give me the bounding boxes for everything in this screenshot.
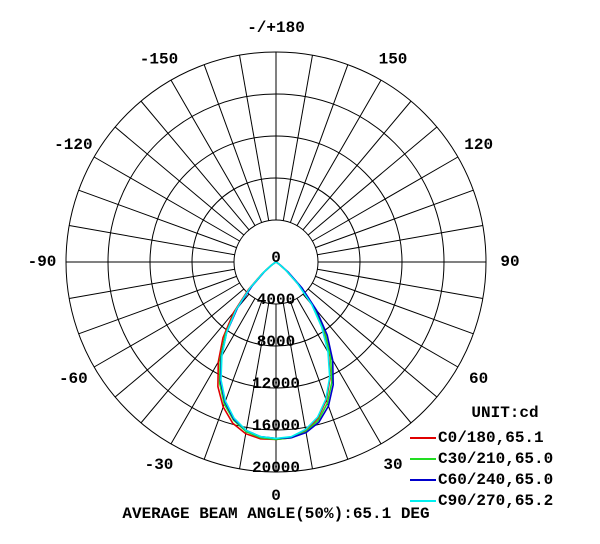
r-tick-label: 12000 [252,375,300,393]
unit-label: UNIT:cd [471,404,538,422]
legend-label: C60/240,65.0 [438,471,553,489]
r-tick-label: 16000 [252,417,300,435]
intensity-curve [220,261,331,440]
legend-label: C0/180,65.1 [438,429,544,447]
grid-circle [65,51,487,473]
angle-tick-label: 60 [469,370,488,388]
legend-label: C30/210,65.0 [438,450,553,468]
r-tick-label: 8000 [257,333,295,351]
r-tick-label: 4000 [257,291,295,309]
legend-label: C90/270,65.2 [438,492,553,510]
grid-circle [233,219,319,305]
angle-tick-label: -30 [145,456,174,474]
angle-tick-label: -150 [140,51,178,69]
angle-tick-label: 120 [464,136,493,154]
angle-tick-label: 150 [379,51,408,69]
r-tick-label: 20000 [252,459,300,477]
angle-tick-label: 90 [500,253,519,271]
angle-tick-label: -90 [28,253,57,271]
grid-circle [191,177,361,347]
angle-tick-label: -120 [54,136,92,154]
angle-tick-label: 30 [383,456,402,474]
angle-tick-label: -/+180 [247,19,305,37]
grid-circle [107,93,445,431]
grid-circle [149,135,403,389]
r-tick-label: 0 [271,249,281,267]
footer: AVERAGE BEAM ANGLE(50%):65.1 DEG [122,505,429,523]
angle-tick-label: 0 [271,487,281,505]
angle-tick-label: -60 [59,370,88,388]
